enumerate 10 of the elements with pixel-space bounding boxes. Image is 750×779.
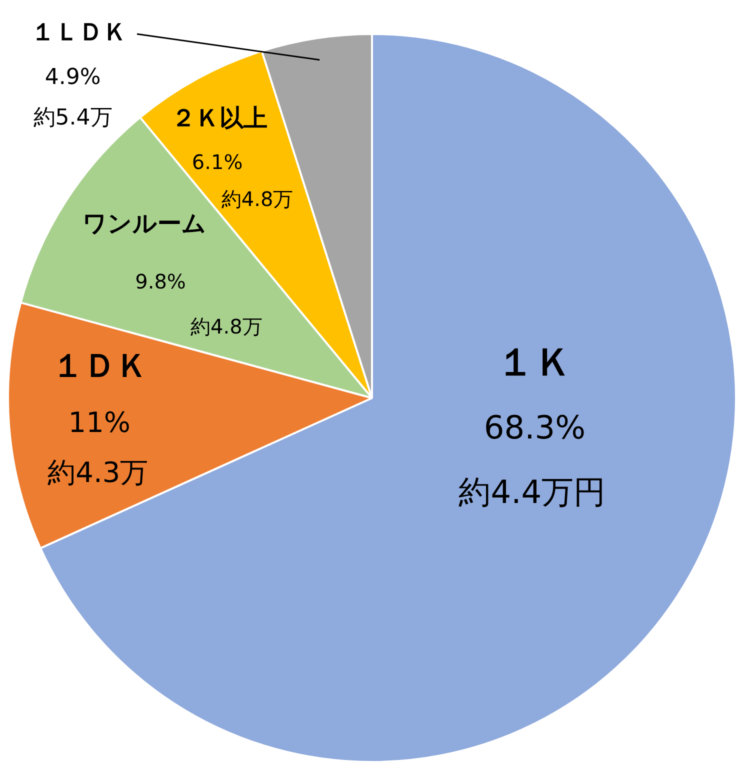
data-label: 6.1% 約4.8万: [192, 150, 294, 211]
data-label: 68.3% 約4.4万円: [458, 408, 606, 512]
slice-label: ２Ｋ以上: [171, 104, 268, 132]
data-label: 11% 約4.3万: [48, 406, 148, 490]
slice-label: １ＤＫ: [52, 346, 148, 384]
slice-label: １Ｋ: [496, 340, 573, 384]
slice-label: ワンルーム: [82, 210, 206, 238]
data-label: 9.8% 約4.8万: [135, 270, 262, 338]
slice-label: １ＬＤＫ: [30, 18, 127, 46]
data-label: 4.9% 約5.4万: [33, 64, 112, 131]
